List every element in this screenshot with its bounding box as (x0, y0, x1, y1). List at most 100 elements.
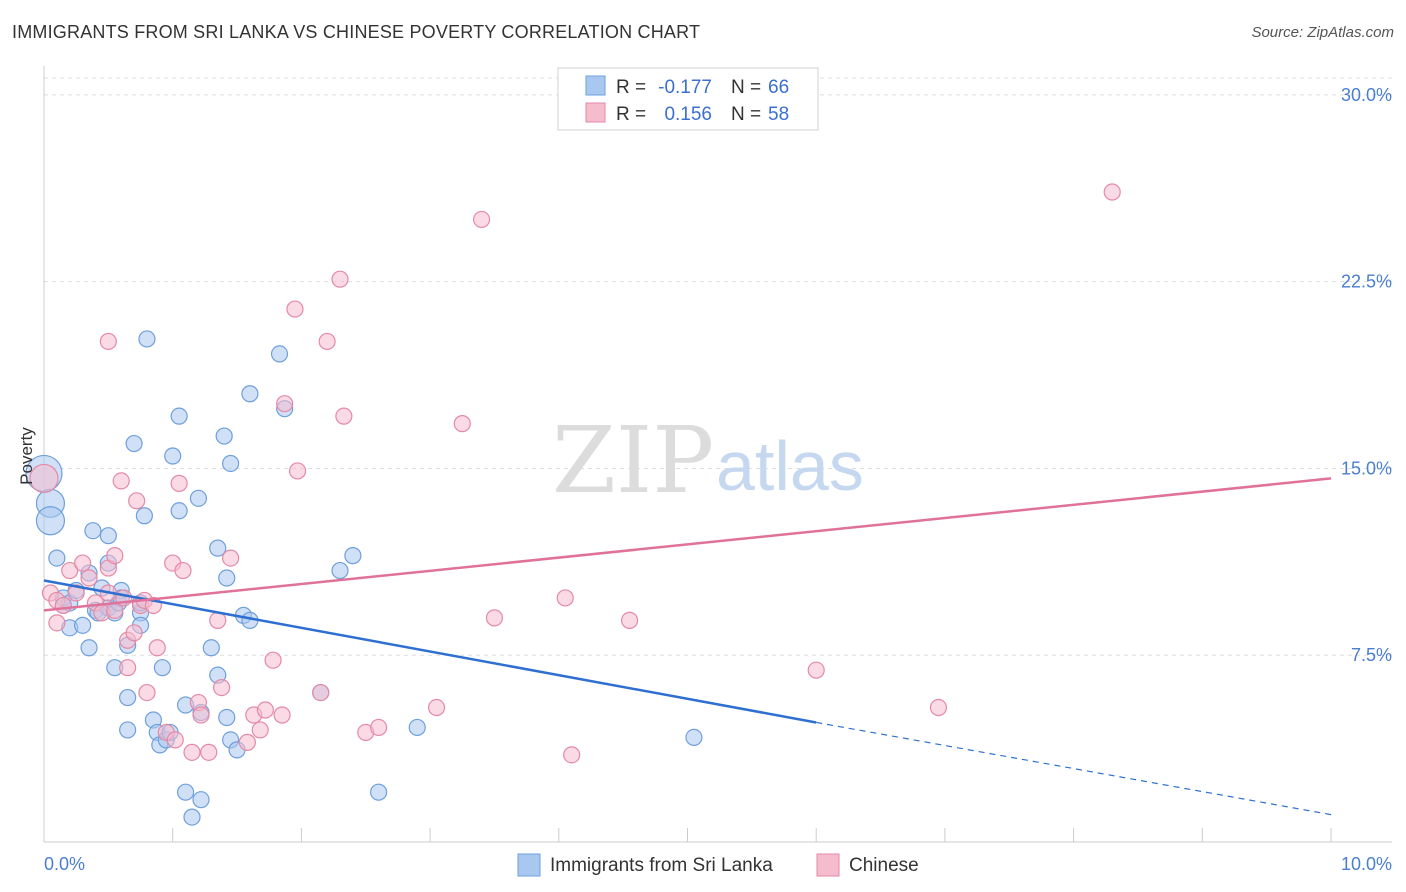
chinese-point (318, 332, 336, 351)
legend-n-value-2: 58 (768, 104, 789, 125)
sri-lanka-point (35, 506, 66, 536)
sri-lanka-point (138, 330, 156, 348)
chinese-point (427, 698, 446, 717)
chinese-point (74, 554, 92, 572)
chinese-point (1103, 183, 1121, 201)
legend-r-value-2: 0.156 (664, 104, 712, 125)
chinese-point (453, 415, 471, 433)
series-chinese-points (29, 183, 1121, 764)
sri-lanka-point (125, 434, 143, 453)
chinese-point (54, 596, 72, 615)
bottom-legend-swatch-sri-lanka (517, 853, 541, 877)
sri-lanka-point (222, 454, 240, 473)
chinese-point (166, 731, 184, 749)
sri-lanka-trend-line (43, 579, 817, 724)
sri-lanka-point (218, 708, 236, 727)
sri-lanka-point (170, 502, 188, 520)
chinese-point (80, 569, 98, 587)
sri-lanka-point (685, 728, 703, 747)
sri-lanka-point (202, 639, 220, 657)
legend-n-value-1: 66 (768, 77, 789, 98)
chinese-point (620, 611, 639, 629)
chinese-point (170, 474, 188, 492)
chinese-point (929, 698, 948, 717)
chinese-point (288, 462, 307, 480)
y-tick-labels: 7.5% 15.0% 22.5% 30.0% (1341, 85, 1392, 665)
chinese-point (485, 609, 504, 627)
trend-lines (43, 477, 1332, 816)
sri-lanka-point (170, 407, 188, 425)
sri-lanka-point (241, 385, 259, 403)
sri-lanka-point (80, 639, 98, 657)
chinese-point (472, 210, 491, 229)
chinese-point (335, 407, 353, 425)
y-tick-label: 30.0% (1341, 85, 1392, 105)
sri-lanka-point (135, 507, 153, 525)
chinese-trend-line (43, 477, 1332, 612)
chinese-point (183, 743, 201, 761)
sri-lanka-trend-extension (816, 721, 1332, 816)
legend-n-label-2: N = (731, 104, 761, 125)
sri-lanka-point (48, 549, 66, 567)
sri-lanka-point (164, 447, 182, 465)
chinese-point (370, 718, 388, 737)
y-tick-label: 22.5% (1341, 272, 1392, 292)
sri-lanka-point (99, 527, 117, 545)
sri-lanka-point (218, 569, 236, 587)
sri-lanka-point (270, 345, 289, 363)
chart-title: IMMIGRANTS FROM SRI LANKA VS CHINESE POV… (12, 22, 701, 42)
watermark: ZIP atlas (552, 407, 864, 514)
chinese-point (29, 463, 59, 494)
sri-lanka-point (370, 783, 388, 801)
sri-lanka-point (119, 721, 137, 739)
sri-lanka-point (189, 489, 208, 507)
sri-lanka-point (215, 427, 233, 445)
x-tick-label: 0.0% (44, 854, 85, 874)
chinese-point (331, 270, 349, 288)
watermark-zip: ZIP (552, 407, 714, 514)
sri-lanka-point (183, 808, 201, 826)
y-tick-label: 7.5% (1351, 645, 1392, 665)
x-tick-label: 10.0% (1341, 854, 1392, 874)
bottom-legend-label-sri-lanka: Immigrants from Sri Lanka (550, 855, 773, 876)
sri-lanka-point (331, 561, 349, 580)
bottom-legend: Immigrants from Sri Lanka Chinese (517, 853, 919, 877)
chinese-point (213, 678, 231, 697)
chinese-point (222, 549, 240, 567)
legend-n-label-1: N = (731, 77, 761, 98)
chinese-point (48, 614, 66, 632)
sri-lanka-point (408, 718, 426, 737)
chinese-point (67, 584, 85, 602)
bottom-legend-swatch-chinese (816, 853, 840, 877)
chinese-point (286, 300, 304, 318)
chinese-point (61, 561, 79, 580)
sri-lanka-point (153, 659, 172, 677)
sri-lanka-point (192, 791, 210, 809)
chinese-point (264, 651, 282, 669)
sri-lanka-point (119, 688, 137, 707)
sri-lanka-point (344, 547, 362, 565)
chinese-point (99, 332, 117, 351)
sri-lanka-point (209, 539, 227, 557)
chinese-point (807, 661, 825, 679)
chinese-point (112, 472, 130, 490)
y-tick-label: 15.0% (1341, 458, 1392, 478)
sri-lanka-point (74, 616, 92, 634)
watermark-atlas: atlas (716, 427, 864, 505)
legend-r-label-1: R = (616, 77, 646, 98)
y-axis-label: Poverty (17, 427, 36, 485)
legend-r-label-2: R = (616, 104, 646, 125)
legend: R = -0.177 N = 66 R = 0.156 N = 58 (557, 67, 819, 131)
chinese-point (273, 706, 291, 724)
chart-source: Source: ZipAtlas.com (1251, 24, 1394, 41)
chinese-point (106, 547, 124, 565)
axes (43, 66, 1392, 843)
chinese-point (125, 624, 143, 642)
chinese-point (556, 589, 574, 607)
chinese-point (209, 611, 227, 629)
bottom-legend-label-chinese: Chinese (849, 855, 919, 876)
chinese-point (200, 743, 218, 761)
x-tick-labels: 0.0% 10.0% (44, 854, 1392, 874)
chinese-point (148, 639, 166, 657)
chinese-point (138, 683, 156, 702)
